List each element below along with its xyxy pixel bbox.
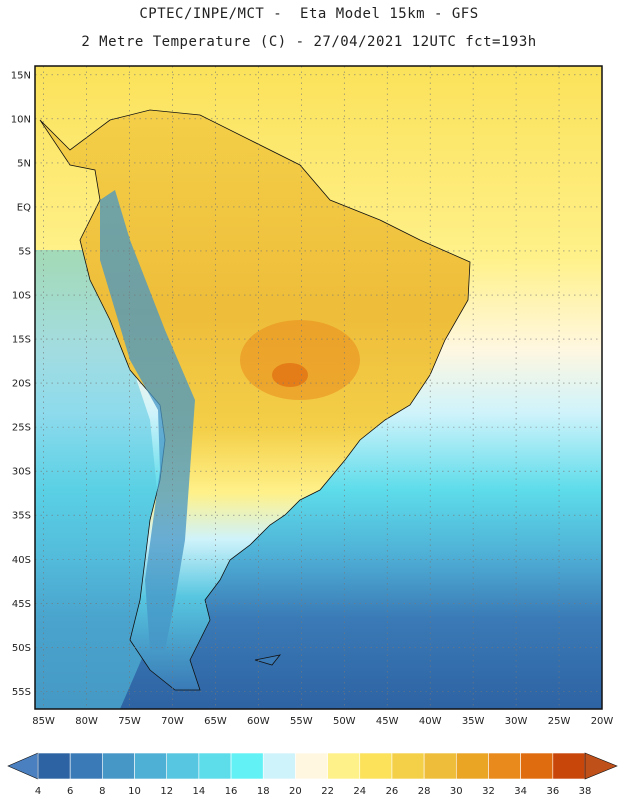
colorbar-swatch — [166, 752, 200, 780]
lon-tick-label: 55W — [290, 716, 313, 727]
colorbar-swatch — [37, 752, 71, 780]
colorbar-tick-label: 24 — [353, 786, 366, 797]
colorbar-swatch — [359, 752, 393, 780]
colorbar-swatch — [520, 752, 554, 780]
andes-cold-band — [100, 190, 195, 650]
colorbar-tick-label: 10 — [128, 786, 141, 797]
colorbar-tick-label: 16 — [225, 786, 238, 797]
colorbar-tick-label: 26 — [386, 786, 399, 797]
lat-tick-label: 50S — [12, 643, 31, 654]
lat-tick-label: 20S — [12, 379, 31, 390]
lon-tick-label: 60W — [247, 716, 270, 727]
colorbar-tick-label: 12 — [160, 786, 173, 797]
lat-tick-label: 15S — [12, 335, 31, 346]
colorbar-tick-label: 28 — [418, 786, 431, 797]
colorbar-swatch — [327, 752, 361, 780]
lon-tick-label: 30W — [505, 716, 528, 727]
lat-tick-label: 10S — [12, 291, 31, 302]
colorbar-tick-label: 30 — [450, 786, 463, 797]
colorbar-tick-label: 4 — [35, 786, 41, 797]
lon-tick-label: 25W — [548, 716, 571, 727]
lon-tick-label: 40W — [419, 716, 442, 727]
lat-tick-label: 40S — [12, 555, 31, 566]
colorbar-below-arrow — [7, 752, 39, 780]
hot-spot — [272, 363, 308, 387]
colorbar-swatch — [295, 752, 328, 780]
colorbar-tick-label: 34 — [514, 786, 527, 797]
lat-tick-label: 25S — [12, 423, 31, 434]
colorbar-swatch — [198, 752, 232, 780]
colorbar-tick-label: 20 — [289, 786, 302, 797]
colorbar-swatch — [552, 752, 586, 780]
latitude-labels: 15N 10N 5N EQ 5S 10S 15S 20S 25S 30S 35S 40S 45S 50S 5… — [11, 70, 31, 698]
colorbar-tick-label: 38 — [579, 786, 592, 797]
colorbar-tick-label: 6 — [67, 786, 73, 797]
map-frame — [34, 65, 603, 710]
colorbar-swatch — [230, 752, 264, 780]
colorbar-tick-label: 36 — [546, 786, 559, 797]
colorbar-swatch — [69, 752, 103, 780]
colorbar-tick-label: 14 — [193, 786, 206, 797]
lon-tick-label: 75W — [118, 716, 141, 727]
lon-tick-label: 80W — [75, 716, 98, 727]
lat-tick-label: 10N — [11, 114, 31, 125]
lon-tick-label: 70W — [161, 716, 184, 727]
lat-tick-label: 35S — [12, 511, 31, 522]
lat-tick-label: 5N — [17, 158, 31, 169]
colorbar-swatch — [423, 752, 457, 780]
lat-tick-label: 45S — [12, 599, 31, 610]
map-title-line1: CPTEC/INPE/MCT - Eta Model 15km - GFS — [139, 6, 479, 22]
lon-tick-label: 85W — [32, 716, 55, 727]
lat-tick-label: 30S — [12, 467, 31, 478]
colorbar-swatch — [262, 752, 296, 780]
lat-tick-label: 15N — [11, 70, 31, 81]
colorbar-swatch — [488, 752, 521, 780]
colorbar-swatch — [102, 752, 135, 780]
warm-core — [240, 320, 360, 400]
colorbar: 4 6 8 10 12 14 16 18 20 22 24 26 28 30 32 34 36 38 — [7, 752, 618, 797]
lon-tick-label: 35W — [462, 716, 485, 727]
lat-tick-label: 5S — [18, 246, 31, 257]
colorbar-tick-label: 32 — [482, 786, 495, 797]
colorbar-swatch — [455, 752, 489, 780]
falkland-islands — [254, 654, 281, 666]
lat-tick-label: EQ — [17, 202, 31, 213]
map-title-line2: 2 Metre Temperature (C) - 27/04/2021 12U… — [81, 34, 537, 50]
lon-tick-label: 45W — [376, 716, 399, 727]
lon-tick-label: 20W — [591, 716, 614, 727]
colorbar-tick-label: 22 — [321, 786, 334, 797]
lon-tick-label: 50W — [333, 716, 356, 727]
longitude-labels: 85W 80W 75W 70W 65W 60W 55W 50W 45W 40W 35W 30W 25W 2… — [32, 716, 613, 727]
lat-tick-label: 55S — [12, 687, 31, 698]
graticule — [35, 66, 603, 709]
colorbar-tick-label: 18 — [257, 786, 270, 797]
colorbar-swatch — [134, 752, 168, 780]
lon-tick-label: 65W — [204, 716, 227, 727]
colorbar-swatch — [391, 752, 425, 780]
colorbar-above-arrow — [584, 752, 618, 780]
colorbar-tick-label: 8 — [99, 786, 105, 797]
